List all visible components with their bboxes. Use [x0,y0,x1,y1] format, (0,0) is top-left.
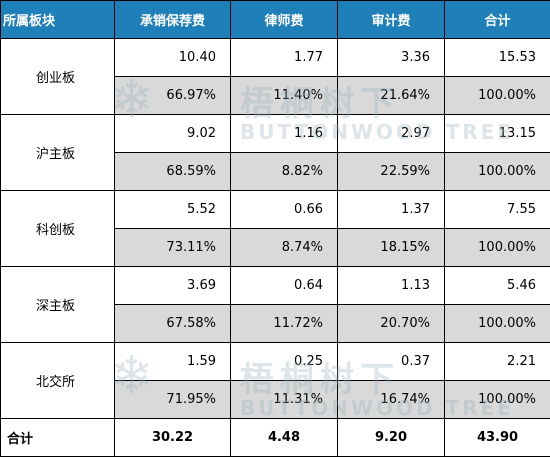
value-cell: 0.37 [337,342,445,381]
board-name: 深主板 [0,266,115,343]
total-value: 43.90 [444,418,550,457]
board-name: 北交所 [0,342,115,419]
value-cell: 5.46 [444,266,550,305]
table-row: 科创板 5.52 0.66 1.37 7.55 [0,190,550,267]
percent-cell: 100.00% [444,304,550,343]
percent-cell: 11.40% [230,76,338,115]
value-cell: 2.21 [444,342,550,381]
value-cell: 3.36 [337,38,445,77]
table-row: 73.11% 8.74% 18.15% 100.00% [1,228,550,267]
percent-cell: 71.95% [114,380,231,419]
value-cell: 1.16 [230,114,338,153]
value-cell: 1.77 [230,38,338,77]
percent-cell: 100.00% [444,152,550,191]
value-cell: 15.53 [444,38,550,77]
percent-cell: 21.64% [337,76,445,115]
table-row: 创业板 10.40 1.77 3.36 15.53 [0,38,550,115]
value-cell: 3.69 [114,266,231,305]
total-value: 30.22 [114,418,231,457]
value-cell: 0.64 [230,266,338,305]
value-cell: 1.13 [337,266,445,305]
percent-cell: 8.82% [230,152,338,191]
table-row: 71.95% 11.31% 16.74% 100.00% [1,380,550,419]
value-cell: 13.15 [444,114,550,153]
percent-cell: 73.11% [114,228,231,267]
table-row: 深主板 3.69 0.64 1.13 5.46 [0,266,550,343]
table-row: 66.97% 11.40% 21.64% 100.00% [1,76,550,115]
value-cell: 2.97 [337,114,445,153]
value-cell: 9.02 [114,114,231,153]
header-row: 所属板块 承销保荐费 律师费 审计费 合计 [0,0,550,39]
percent-cell: 100.00% [444,76,550,115]
percent-cell: 20.70% [337,304,445,343]
header-total: 合计 [444,0,550,39]
total-value: 9.20 [337,418,445,457]
value-cell: 0.25 [230,342,338,381]
percent-cell: 100.00% [444,380,550,419]
table-row: 67.58% 11.72% 20.70% 100.00% [1,304,550,343]
total-row: 合计 30.22 4.48 9.20 43.90 [0,418,550,457]
value-cell: 1.37 [337,190,445,229]
value-cell: 10.40 [114,38,231,77]
percent-cell: 100.00% [444,228,550,267]
board-name: 创业板 [0,38,115,115]
header-underwriting: 承销保荐费 [114,0,231,39]
board-name: 沪主板 [0,114,115,191]
percent-cell: 68.59% [114,152,231,191]
value-cell: 7.55 [444,190,550,229]
header-board: 所属板块 [0,0,115,39]
percent-cell: 22.59% [337,152,445,191]
header-lawyer: 律师费 [230,0,338,39]
percent-cell: 11.31% [230,380,338,419]
header-audit: 审计费 [337,0,445,39]
percent-cell: 16.74% [337,380,445,419]
value-cell: 0.66 [230,190,338,229]
total-value: 4.48 [230,418,338,457]
table-row: 沪主板 9.02 1.16 2.97 13.15 [0,114,550,191]
percent-cell: 8.74% [230,228,338,267]
value-cell: 1.59 [114,342,231,381]
percent-cell: 66.97% [114,76,231,115]
table-row: 北交所 1.59 0.25 0.37 2.21 [0,342,550,419]
percent-cell: 67.58% [114,304,231,343]
table-row: 68.59% 8.82% 22.59% 100.00% [1,152,550,191]
total-label: 合计 [0,418,115,457]
board-name: 科创板 [0,190,115,267]
percent-cell: 11.72% [230,304,338,343]
value-cell: 5.52 [114,190,231,229]
percent-cell: 18.15% [337,228,445,267]
